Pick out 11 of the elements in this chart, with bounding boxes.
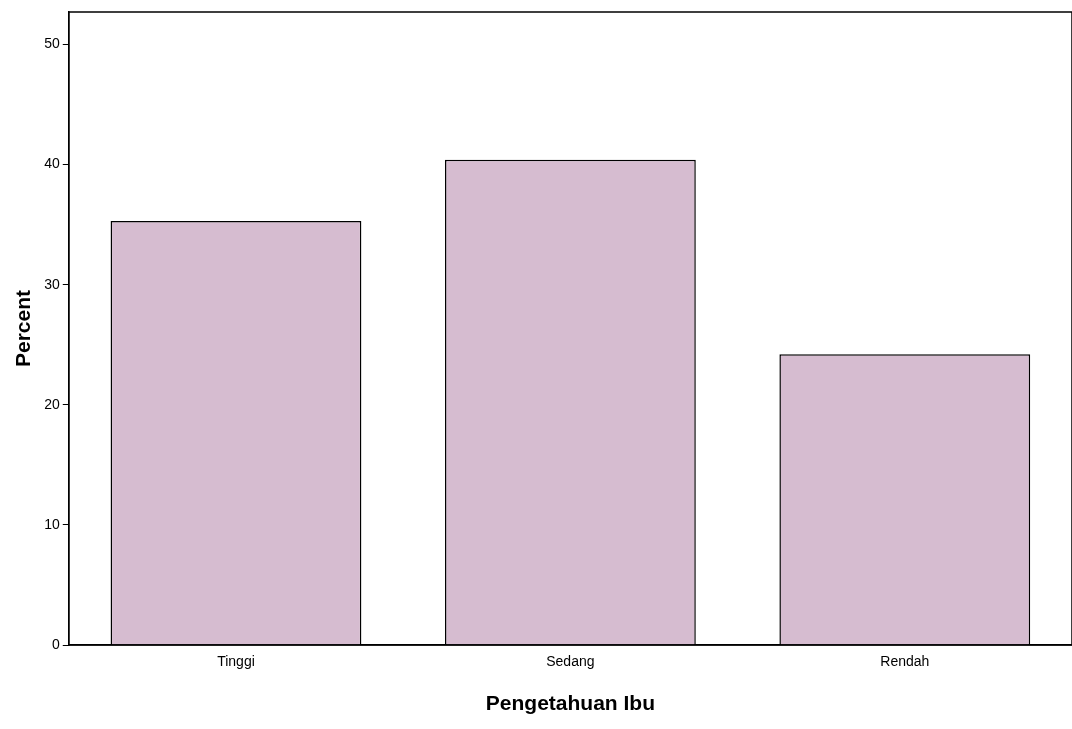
y-tick-label: 20 <box>44 395 60 412</box>
y-tick-label: 10 <box>44 515 60 532</box>
y-axis-title: Percent <box>11 289 35 368</box>
x-tick-label: Tinggi <box>217 653 255 670</box>
x-axis-title: Pengetahuan Ibu <box>485 691 655 715</box>
x-tick-label: Rendah <box>880 653 930 670</box>
y-tick-label: 50 <box>44 35 60 52</box>
y-tick-label: 40 <box>44 155 60 172</box>
y-tick-label: 0 <box>51 635 60 652</box>
y-tick-label: 30 <box>44 275 60 292</box>
x-tick-label: Sedang <box>546 653 595 670</box>
